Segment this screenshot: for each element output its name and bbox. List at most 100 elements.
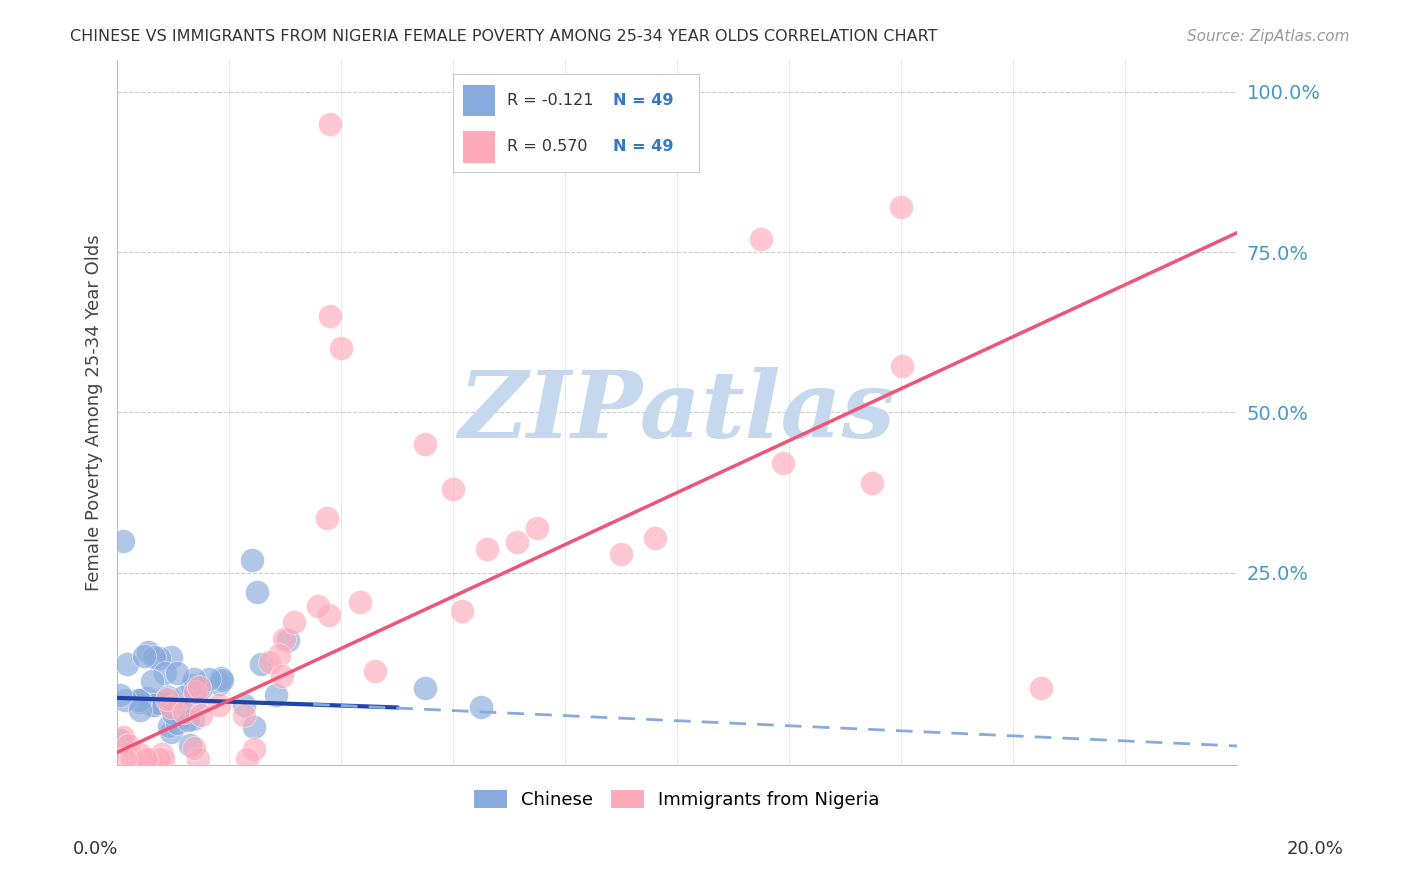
Chinese (172, 690, 194, 705)
Chinese (142, 698, 165, 712)
Chinese (208, 676, 231, 690)
Immigrants from Nigeria (330, 341, 353, 355)
Chinese (159, 725, 181, 739)
Chinese (470, 700, 492, 714)
Text: 0.0%: 0.0% (73, 840, 118, 858)
Immigrants from Nigeria (319, 117, 342, 131)
Immigrants from Nigeria (526, 521, 548, 535)
Immigrants from Nigeria (232, 708, 254, 723)
Chinese (136, 690, 159, 705)
Chinese (246, 585, 269, 599)
Chinese (115, 657, 138, 672)
Chinese (183, 672, 205, 686)
Immigrants from Nigeria (477, 541, 499, 556)
Chinese (190, 681, 212, 695)
Immigrants from Nigeria (441, 483, 464, 497)
Chinese (114, 693, 136, 707)
Chinese (148, 651, 170, 665)
Immigrants from Nigeria (319, 309, 342, 323)
Chinese (162, 706, 184, 720)
Chinese (209, 671, 232, 685)
Immigrants from Nigeria (267, 648, 290, 663)
Immigrants from Nigeria (183, 741, 205, 756)
Chinese (179, 738, 201, 752)
Text: ZIPatlas: ZIPatlas (458, 368, 896, 458)
Chinese (181, 712, 204, 726)
Chinese (232, 698, 254, 712)
Immigrants from Nigeria (129, 747, 152, 761)
Immigrants from Nigeria (150, 747, 173, 761)
Immigrants from Nigeria (860, 475, 883, 490)
Immigrants from Nigeria (190, 708, 212, 723)
Chinese (138, 644, 160, 658)
Immigrants from Nigeria (890, 359, 912, 373)
Immigrants from Nigeria (114, 752, 136, 766)
Legend: Chinese, Immigrants from Nigeria: Chinese, Immigrants from Nigeria (467, 782, 887, 816)
Chinese (211, 673, 233, 687)
Immigrants from Nigeria (159, 699, 181, 714)
Chinese (166, 666, 188, 681)
Chinese (157, 690, 180, 705)
Immigrants from Nigeria (349, 595, 371, 609)
Immigrants from Nigeria (315, 510, 337, 524)
Chinese (177, 713, 200, 727)
Chinese (141, 698, 163, 712)
Chinese (146, 696, 169, 710)
Chinese (110, 733, 132, 747)
Chinese (264, 688, 287, 702)
Chinese (128, 693, 150, 707)
Immigrants from Nigeria (187, 681, 209, 695)
Immigrants from Nigeria (139, 752, 162, 766)
Immigrants from Nigeria (121, 752, 143, 766)
Immigrants from Nigeria (610, 547, 633, 561)
Text: CHINESE VS IMMIGRANTS FROM NIGERIA FEMALE POVERTY AMONG 25-34 YEAR OLDS CORRELAT: CHINESE VS IMMIGRANTS FROM NIGERIA FEMAL… (70, 29, 938, 45)
Chinese (141, 674, 163, 689)
Chinese (142, 649, 165, 664)
Immigrants from Nigeria (148, 752, 170, 766)
Chinese (157, 719, 180, 733)
Text: 20.0%: 20.0% (1286, 840, 1343, 858)
Chinese (243, 720, 266, 734)
Immigrants from Nigeria (273, 632, 295, 647)
Immigrants from Nigeria (318, 608, 340, 623)
Immigrants from Nigeria (270, 669, 292, 683)
Immigrants from Nigeria (450, 604, 472, 618)
Immigrants from Nigeria (413, 437, 436, 451)
Immigrants from Nigeria (772, 456, 794, 470)
Immigrants from Nigeria (242, 742, 264, 756)
Immigrants from Nigeria (1029, 681, 1052, 696)
Immigrants from Nigeria (111, 730, 134, 744)
Y-axis label: Female Poverty Among 25-34 Year Olds: Female Poverty Among 25-34 Year Olds (86, 234, 103, 591)
Immigrants from Nigeria (506, 534, 529, 549)
Chinese (250, 657, 273, 671)
Immigrants from Nigeria (259, 655, 281, 669)
Chinese (111, 533, 134, 548)
Immigrants from Nigeria (208, 698, 231, 712)
Immigrants from Nigeria (644, 531, 666, 545)
Chinese (413, 681, 436, 696)
Immigrants from Nigeria (307, 599, 329, 613)
Chinese (166, 715, 188, 730)
Chinese (159, 650, 181, 665)
Immigrants from Nigeria (236, 752, 259, 766)
Immigrants from Nigeria (183, 685, 205, 699)
Text: Source: ZipAtlas.com: Source: ZipAtlas.com (1187, 29, 1350, 45)
Chinese (128, 703, 150, 717)
Chinese (181, 678, 204, 692)
Chinese (184, 691, 207, 706)
Chinese (150, 697, 173, 711)
Chinese (277, 632, 299, 647)
Chinese (128, 693, 150, 707)
Chinese (150, 691, 173, 706)
Immigrants from Nigeria (156, 691, 179, 706)
Chinese (108, 688, 131, 702)
Chinese (132, 648, 155, 663)
Immigrants from Nigeria (283, 615, 305, 630)
Chinese (129, 695, 152, 709)
Chinese (198, 672, 221, 686)
Immigrants from Nigeria (364, 664, 387, 678)
Immigrants from Nigeria (117, 738, 139, 752)
Immigrants from Nigeria (749, 232, 772, 246)
Immigrants from Nigeria (135, 752, 157, 766)
Immigrants from Nigeria (173, 705, 195, 719)
